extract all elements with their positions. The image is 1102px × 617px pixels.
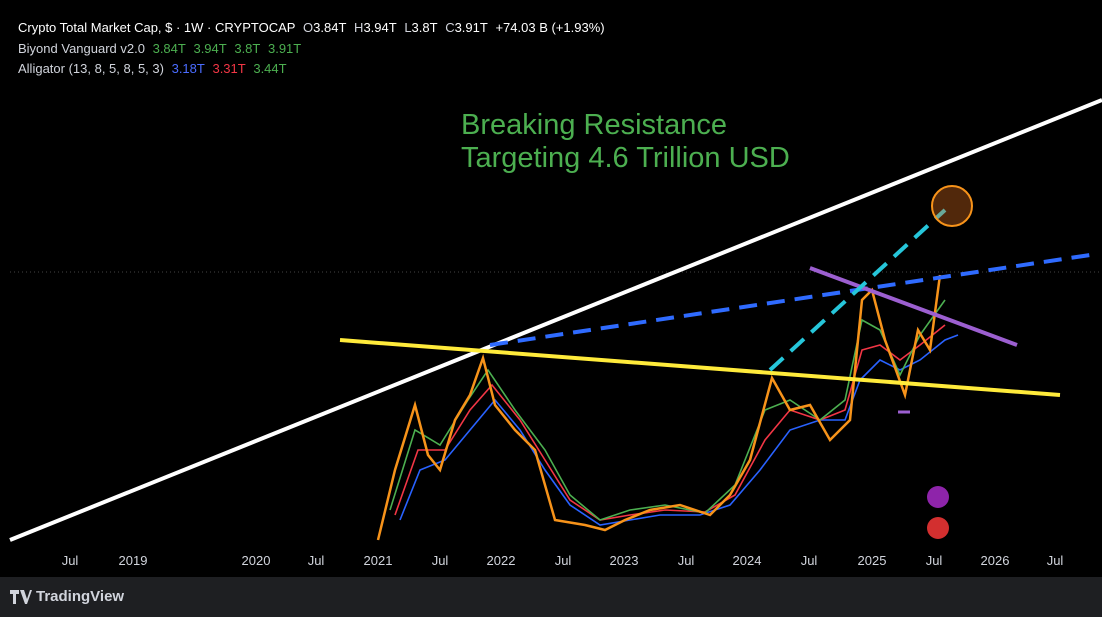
trendline-white <box>9 98 1102 542</box>
x-tick-label: 2022 <box>487 553 516 568</box>
annotation: Targeting 4.6 Trillion USD <box>461 142 790 174</box>
c-label: C <box>445 20 455 35</box>
logo <box>10 590 32 604</box>
trendline-purple <box>809 266 1018 347</box>
open: 3.84T <box>313 20 347 35</box>
l-label: L <box>404 20 412 35</box>
indicator-value: 3.91T <box>267 41 302 56</box>
legend-main: Crypto Total Market Cap, $ · 1W · CRYPTO… <box>18 20 609 35</box>
symbol: Crypto Total Market Cap, $ · 1W · CRYPTO… <box>18 20 296 35</box>
indicator-value: 3.94T <box>193 41 227 56</box>
x-tick-label: Jul <box>432 553 449 568</box>
event-icon[interactable] <box>927 486 949 508</box>
chart-bg <box>0 0 1102 577</box>
x-tick-label: 2025 <box>858 553 887 568</box>
x-tick-label: 2020 <box>242 553 271 568</box>
change: +74.03 B (+1.93%) <box>495 20 605 35</box>
chart-canvas: Jul 2019 2020 Jul 2021 Jul 2022 Jul 2023 Jul 2024 J… <box>0 0 1102 577</box>
indicator-value: 3.44T <box>253 61 287 76</box>
x-tick-label: 2019 <box>119 553 148 568</box>
target-path <box>768 208 947 372</box>
alligator-lips <box>389 299 946 521</box>
indicator-value: 3.18T <box>171 61 205 76</box>
x-axis: Jul 2019 2020 Jul 2021 Jul 2022 Jul 2023 Jul 2024 J… <box>62 553 1064 568</box>
legend-indicator: Biyond Vanguard v2.0 3.84T 3.94T 3.8T 3.… <box>18 41 305 56</box>
brand: TradingView <box>36 588 125 605</box>
trendline-blue <box>489 253 1091 347</box>
x-tick-label: Jul <box>1047 553 1064 568</box>
o-label: O <box>303 20 314 35</box>
indicator-name: Biyond Vanguard v2.0 <box>18 41 145 56</box>
indicator-value: 3.84T <box>152 41 186 56</box>
target-circle <box>931 185 973 227</box>
x-tick-label: Jul <box>555 553 572 568</box>
x-tick-label: Jul <box>926 553 943 568</box>
alligator-teeth <box>394 324 946 521</box>
indicator-name: Alligator (13, 8, 5, 8, 5, 3) <box>18 61 164 76</box>
low: 3.8T <box>411 20 438 35</box>
high: 3.94T <box>363 20 397 35</box>
alligator-jaw <box>399 334 959 526</box>
h-label: H <box>354 20 364 35</box>
indicator-value: 3.8T <box>234 41 261 56</box>
close: 3.91T <box>454 20 488 35</box>
legend-indicator: Alligator (13, 8, 5, 8, 5, 3) 3.18T 3.31… <box>18 61 291 76</box>
footer: TradingView <box>0 577 1102 617</box>
flag-icon[interactable] <box>927 517 949 539</box>
x-tick-label: Jul <box>678 553 695 568</box>
annotation: Breaking Resistance <box>461 109 727 141</box>
indicator-value: 3.31T <box>212 61 246 76</box>
trendline-yellow <box>339 338 1061 397</box>
x-tick-label: 2024 <box>733 553 762 568</box>
x-tick-label: Jul <box>62 553 79 568</box>
x-tick-label: 2021 <box>364 553 393 568</box>
x-tick-label: 2023 <box>610 553 639 568</box>
x-tick-label: Jul <box>801 553 818 568</box>
x-tick-label: 2026 <box>981 553 1010 568</box>
x-tick-label: Jul <box>308 553 325 568</box>
